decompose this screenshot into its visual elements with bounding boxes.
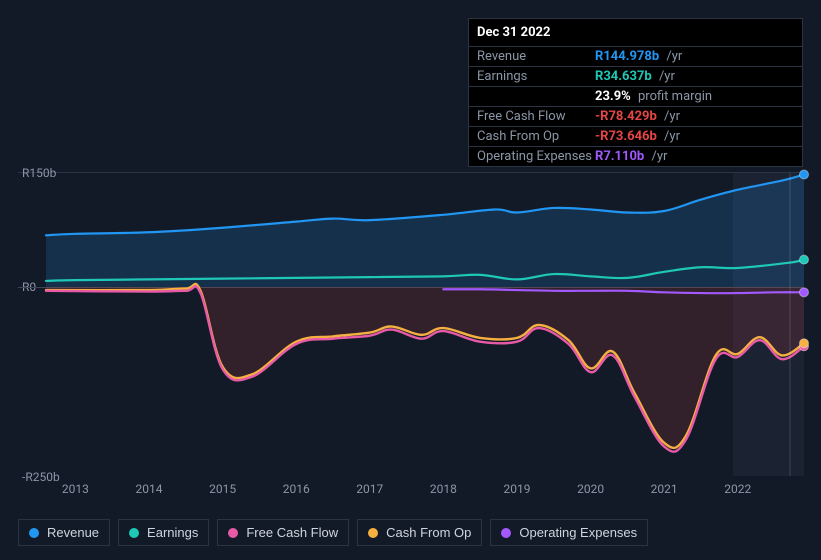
- tooltip-row-label: [477, 89, 595, 104]
- legend-dot-icon: [501, 528, 511, 538]
- tooltip-row-value: 23.9% profit margin: [595, 89, 712, 104]
- x-tick-label: 2022: [724, 482, 751, 496]
- legend-dot-icon: [29, 528, 39, 538]
- tooltip-row: EarningsR34.637b /yr: [469, 67, 802, 87]
- tooltip-row-value: R144.978b /yr: [595, 49, 682, 64]
- tooltip-row: Free Cash Flow-R78.429b /yr: [469, 107, 802, 127]
- tooltip-date: Dec 31 2022: [469, 19, 802, 47]
- legend-item-cash_op[interactable]: Cash From Op: [357, 519, 482, 546]
- tooltip-row-value: -R73.646b /yr: [595, 129, 680, 144]
- tooltip-row-label: Cash From Op: [477, 129, 595, 144]
- legend: Revenue Earnings Free Cash Flow Cash From O…: [18, 519, 648, 546]
- tooltip-card: Dec 31 2022 RevenueR144.978b /yrEarnings…: [468, 18, 803, 167]
- legend-label: Earnings: [147, 525, 198, 540]
- tooltip-row-label: Free Cash Flow: [477, 109, 595, 124]
- legend-label: Free Cash Flow: [246, 525, 338, 540]
- tooltip-row-label: Revenue: [477, 49, 595, 64]
- x-tick-label: 2019: [503, 482, 530, 496]
- legend-dot-icon: [228, 528, 238, 538]
- legend-label: Operating Expenses: [519, 525, 637, 540]
- x-tick-label: 2020: [577, 482, 604, 496]
- legend-label: Cash From Op: [386, 525, 471, 540]
- x-tick-label: 2017: [356, 482, 383, 496]
- legend-item-op_exp[interactable]: Operating Expenses: [490, 519, 648, 546]
- tooltip-row-value: -R78.429b /yr: [595, 109, 680, 124]
- tooltip-row-label: Operating Expenses: [477, 149, 595, 164]
- x-axis: 2013 2014 2015 2016 2017 2018 2019 2020 2021 2022: [18, 482, 804, 502]
- tooltip-row-value: R7.110b /yr: [595, 149, 667, 164]
- x-tick-label: 2021: [651, 482, 678, 496]
- cursor-line: [789, 173, 791, 476]
- chart-series: [46, 173, 804, 477]
- legend-dot-icon: [129, 528, 139, 538]
- tooltip-row: Cash From Op-R73.646b /yr: [469, 127, 802, 147]
- x-tick-label: 2018: [430, 482, 457, 496]
- tooltip-row: Operating ExpensesR7.110b /yr: [469, 147, 802, 166]
- tooltip-row: 23.9% profit margin: [469, 87, 802, 107]
- chart-plot[interactable]: R150bR0-R250b: [18, 172, 804, 476]
- x-tick-label: 2015: [209, 482, 236, 496]
- x-tick-label: 2014: [136, 482, 163, 496]
- legend-item-earnings[interactable]: Earnings: [118, 519, 209, 546]
- x-tick-label: 2016: [283, 482, 310, 496]
- legend-item-revenue[interactable]: Revenue: [18, 519, 110, 546]
- legend-item-fcf[interactable]: Free Cash Flow: [217, 519, 349, 546]
- x-tick-label: 2013: [62, 482, 89, 496]
- tooltip-row: RevenueR144.978b /yr: [469, 47, 802, 67]
- legend-label: Revenue: [47, 525, 99, 540]
- tooltip-row-label: Earnings: [477, 69, 595, 84]
- legend-dot-icon: [368, 528, 378, 538]
- tooltip-row-value: R34.637b /yr: [595, 69, 675, 84]
